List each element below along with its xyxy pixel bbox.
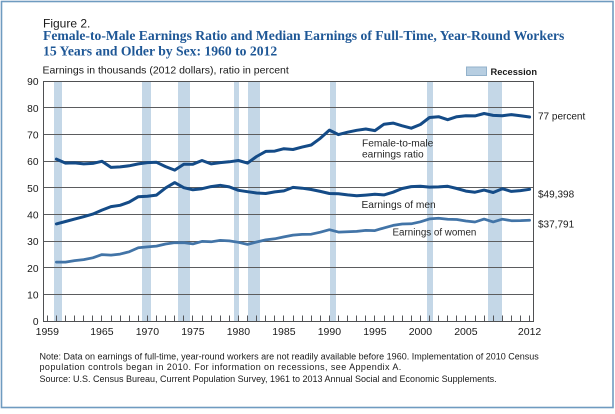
svg-text:10: 10 — [27, 291, 39, 302]
svg-text:1990: 1990 — [318, 326, 342, 338]
svg-text:Figure 2.: Figure 2. — [43, 16, 90, 30]
svg-text:2012: 2012 — [518, 326, 542, 338]
svg-text:2005: 2005 — [454, 326, 478, 338]
svg-text:Female-to-Male Earnings Ratio: Female-to-Male Earnings Ratio and Median… — [43, 28, 564, 43]
svg-text:population controls began in 2: population controls began in 2010. For i… — [40, 362, 402, 372]
svg-text:earnings ratio: earnings ratio — [362, 149, 424, 160]
svg-text:$37,791: $37,791 — [538, 219, 575, 230]
svg-text:Recession: Recession — [491, 67, 538, 77]
svg-text:15 Years and Older by Sex: 196: 15 Years and Older by Sex: 1960 to 2012 — [43, 44, 277, 59]
svg-text:0: 0 — [33, 317, 39, 328]
svg-text:1980: 1980 — [227, 326, 251, 338]
svg-text:60: 60 — [27, 157, 39, 168]
svg-text:50: 50 — [27, 184, 39, 195]
svg-text:70: 70 — [27, 131, 39, 142]
svg-text:2000: 2000 — [409, 326, 433, 338]
svg-text:1970: 1970 — [136, 326, 160, 338]
svg-text:1975: 1975 — [181, 326, 205, 338]
svg-text:77 percent: 77 percent — [538, 112, 585, 123]
svg-text:Female-to-male: Female-to-male — [362, 138, 434, 149]
svg-text:1995: 1995 — [363, 326, 387, 338]
svg-text:30: 30 — [27, 237, 39, 248]
svg-text:90: 90 — [27, 77, 39, 88]
svg-text:20: 20 — [27, 264, 39, 275]
svg-text:Earnings of women: Earnings of women — [393, 227, 477, 238]
svg-text:40: 40 — [27, 211, 39, 222]
svg-text:1985: 1985 — [272, 326, 296, 338]
svg-text:Note: Data on earnings of full: Note: Data on earnings of full-time, yea… — [40, 352, 540, 362]
svg-text:$49,398: $49,398 — [538, 189, 575, 200]
svg-text:Source: U.S. Census Bureau, Cu: Source: U.S. Census Bureau, Current Popu… — [40, 374, 497, 384]
svg-text:1965: 1965 — [90, 326, 114, 338]
svg-text:Earnings in thousands (2012 do: Earnings in thousands (2012 dollars), ra… — [43, 65, 289, 77]
svg-text:80: 80 — [27, 104, 39, 115]
svg-text:Earnings of men: Earnings of men — [362, 200, 436, 211]
svg-text:1959: 1959 — [36, 326, 60, 338]
